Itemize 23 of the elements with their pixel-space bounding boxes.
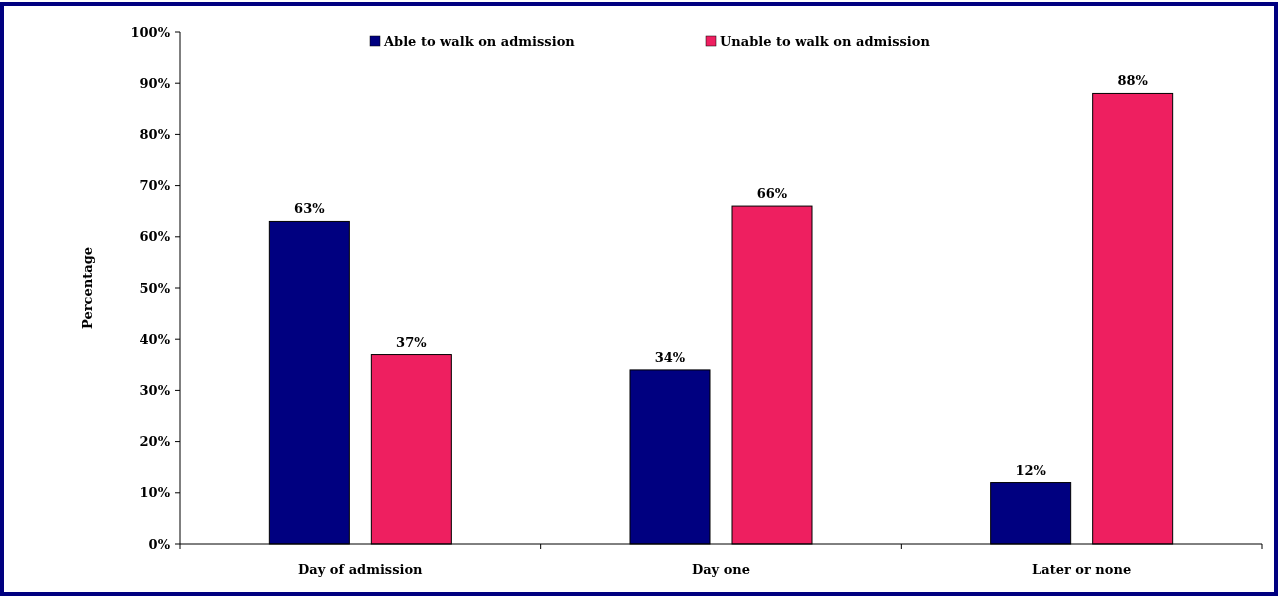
y-tick-label: 50%	[139, 280, 171, 296]
y-tick-label: 70%	[139, 178, 171, 194]
y-tick-label: 20%	[139, 434, 171, 450]
x-tick-label: Day one	[691, 562, 751, 577]
y-tick-label: 0%	[148, 536, 171, 552]
legend-label: Able to walk on admission	[383, 33, 576, 49]
y-tick-label: 80%	[139, 126, 171, 142]
data-label: 66%	[756, 186, 788, 202]
data-label: 63%	[294, 201, 326, 217]
data-label: 12%	[1015, 462, 1047, 478]
y-tick-label: 10%	[139, 485, 171, 501]
legend-label: Unable to walk on admission	[720, 33, 931, 49]
y-tick-label: 30%	[139, 382, 171, 398]
data-label: 37%	[396, 334, 428, 350]
y-tick-label: 90%	[139, 75, 171, 91]
y-tick-label: 60%	[139, 229, 171, 245]
y-axis-title: Percentage	[80, 247, 95, 329]
data-label: 88%	[1117, 73, 1149, 89]
y-tick-label: 100%	[130, 24, 171, 40]
x-tick-label: Later or none	[1032, 562, 1132, 577]
x-tick-label: Day of admission	[298, 562, 424, 577]
y-tick-label: 40%	[139, 331, 171, 347]
data-label: 34%	[654, 349, 686, 365]
